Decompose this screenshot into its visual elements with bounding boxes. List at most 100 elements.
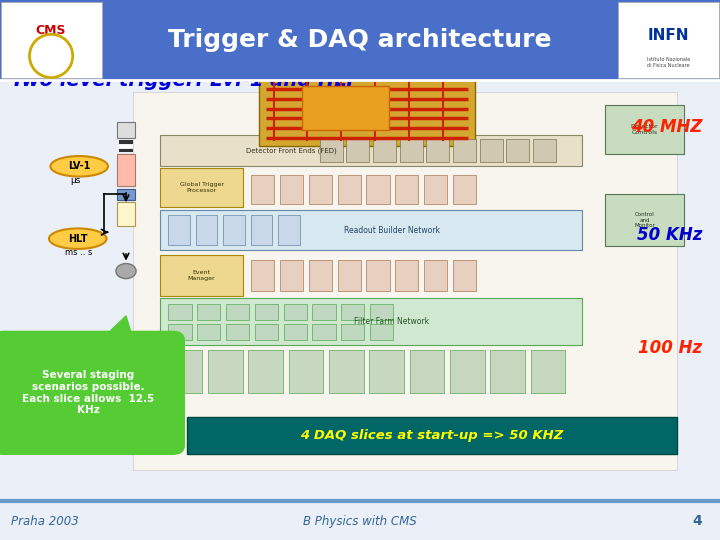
Text: Istituto Nazionale
di Fisica Nucleare: Istituto Nazionale di Fisica Nucleare <box>647 57 690 68</box>
FancyBboxPatch shape <box>226 304 249 320</box>
FancyBboxPatch shape <box>133 92 677 470</box>
FancyBboxPatch shape <box>255 304 278 320</box>
Text: B Physics with CMS: B Physics with CMS <box>303 515 417 528</box>
FancyBboxPatch shape <box>366 260 390 291</box>
FancyBboxPatch shape <box>395 260 418 291</box>
FancyBboxPatch shape <box>450 350 485 393</box>
FancyBboxPatch shape <box>117 154 135 186</box>
FancyBboxPatch shape <box>410 350 444 393</box>
Ellipse shape <box>49 228 107 249</box>
FancyBboxPatch shape <box>160 168 243 207</box>
FancyBboxPatch shape <box>453 260 476 291</box>
FancyBboxPatch shape <box>341 304 364 320</box>
FancyBboxPatch shape <box>366 175 390 204</box>
FancyBboxPatch shape <box>168 215 190 245</box>
FancyBboxPatch shape <box>329 350 364 393</box>
FancyBboxPatch shape <box>370 324 393 340</box>
Text: 50 KHz: 50 KHz <box>636 226 702 244</box>
FancyBboxPatch shape <box>490 350 525 393</box>
Text: Detector
Controls: Detector Controls <box>631 124 658 135</box>
FancyBboxPatch shape <box>424 260 447 291</box>
FancyBboxPatch shape <box>320 139 343 162</box>
Circle shape <box>116 264 136 279</box>
FancyBboxPatch shape <box>533 139 556 162</box>
FancyBboxPatch shape <box>312 324 336 340</box>
FancyBboxPatch shape <box>0 0 720 80</box>
Text: Control
and
Monitor: Control and Monitor <box>634 212 654 228</box>
Text: Readout Builder Network: Readout Builder Network <box>343 226 440 234</box>
FancyBboxPatch shape <box>312 304 336 320</box>
FancyBboxPatch shape <box>223 215 245 245</box>
FancyBboxPatch shape <box>453 175 476 204</box>
Text: Trigger & DAQ architecture: Trigger & DAQ architecture <box>168 28 552 52</box>
FancyBboxPatch shape <box>119 145 133 148</box>
FancyBboxPatch shape <box>197 304 220 320</box>
FancyBboxPatch shape <box>255 324 278 340</box>
FancyBboxPatch shape <box>531 350 565 393</box>
FancyBboxPatch shape <box>369 350 404 393</box>
FancyBboxPatch shape <box>605 194 684 246</box>
FancyBboxPatch shape <box>284 304 307 320</box>
FancyBboxPatch shape <box>0 332 184 454</box>
Text: HLT: HLT <box>68 234 88 244</box>
FancyBboxPatch shape <box>168 324 192 340</box>
FancyBboxPatch shape <box>208 350 243 393</box>
Text: Event
Manager: Event Manager <box>188 270 215 281</box>
FancyBboxPatch shape <box>197 324 220 340</box>
FancyBboxPatch shape <box>280 175 303 204</box>
FancyBboxPatch shape <box>373 139 396 162</box>
Text: Global Trigger
Processor: Global Trigger Processor <box>179 183 224 193</box>
FancyBboxPatch shape <box>226 324 249 340</box>
Text: Detector Front Ends (FED): Detector Front Ends (FED) <box>246 147 337 154</box>
FancyBboxPatch shape <box>251 260 274 291</box>
Text: 4: 4 <box>692 514 702 528</box>
FancyBboxPatch shape <box>341 324 364 340</box>
Text: Several staging
scenarios possible.
Each slice allows  12.5
KHz: Several staging scenarios possible. Each… <box>22 370 154 415</box>
FancyBboxPatch shape <box>196 215 217 245</box>
Text: Two level trigger: Lvl-1 and HLT: Two level trigger: Lvl-1 and HLT <box>11 71 356 91</box>
FancyBboxPatch shape <box>117 189 135 200</box>
FancyBboxPatch shape <box>160 210 582 250</box>
FancyBboxPatch shape <box>278 215 300 245</box>
FancyBboxPatch shape <box>424 175 447 204</box>
FancyBboxPatch shape <box>251 215 272 245</box>
FancyBboxPatch shape <box>117 202 135 226</box>
FancyBboxPatch shape <box>168 350 202 393</box>
FancyBboxPatch shape <box>187 417 677 454</box>
FancyBboxPatch shape <box>338 175 361 204</box>
FancyBboxPatch shape <box>259 68 475 146</box>
Text: INFN: INFN <box>647 29 689 43</box>
Text: 40 MHZ: 40 MHZ <box>631 118 702 136</box>
Polygon shape <box>101 316 133 340</box>
FancyBboxPatch shape <box>395 175 418 204</box>
FancyBboxPatch shape <box>251 175 274 204</box>
Text: 4 DAQ slices at start-up => 50 KHZ: 4 DAQ slices at start-up => 50 KHZ <box>300 429 564 442</box>
FancyBboxPatch shape <box>302 86 389 130</box>
FancyBboxPatch shape <box>280 260 303 291</box>
Text: μs: μs <box>71 176 81 185</box>
FancyBboxPatch shape <box>160 255 243 296</box>
FancyBboxPatch shape <box>480 139 503 162</box>
FancyBboxPatch shape <box>168 304 192 320</box>
Text: LV-1: LV-1 <box>68 161 91 171</box>
FancyBboxPatch shape <box>506 139 529 162</box>
FancyBboxPatch shape <box>346 139 369 162</box>
FancyBboxPatch shape <box>289 350 323 393</box>
FancyBboxPatch shape <box>605 105 684 154</box>
FancyBboxPatch shape <box>119 149 133 152</box>
Text: Praha 2003: Praha 2003 <box>11 515 78 528</box>
Text: 100 Hz: 100 Hz <box>638 339 702 357</box>
FancyBboxPatch shape <box>309 260 332 291</box>
FancyBboxPatch shape <box>370 304 393 320</box>
FancyBboxPatch shape <box>160 298 582 345</box>
FancyBboxPatch shape <box>426 139 449 162</box>
FancyBboxPatch shape <box>119 140 133 144</box>
FancyBboxPatch shape <box>117 122 135 138</box>
Text: CMS: CMS <box>36 24 66 37</box>
FancyBboxPatch shape <box>618 2 719 78</box>
FancyBboxPatch shape <box>400 139 423 162</box>
Text: ms .. s: ms .. s <box>65 248 92 257</box>
FancyBboxPatch shape <box>284 324 307 340</box>
Ellipse shape <box>50 156 108 177</box>
FancyBboxPatch shape <box>1 2 102 78</box>
